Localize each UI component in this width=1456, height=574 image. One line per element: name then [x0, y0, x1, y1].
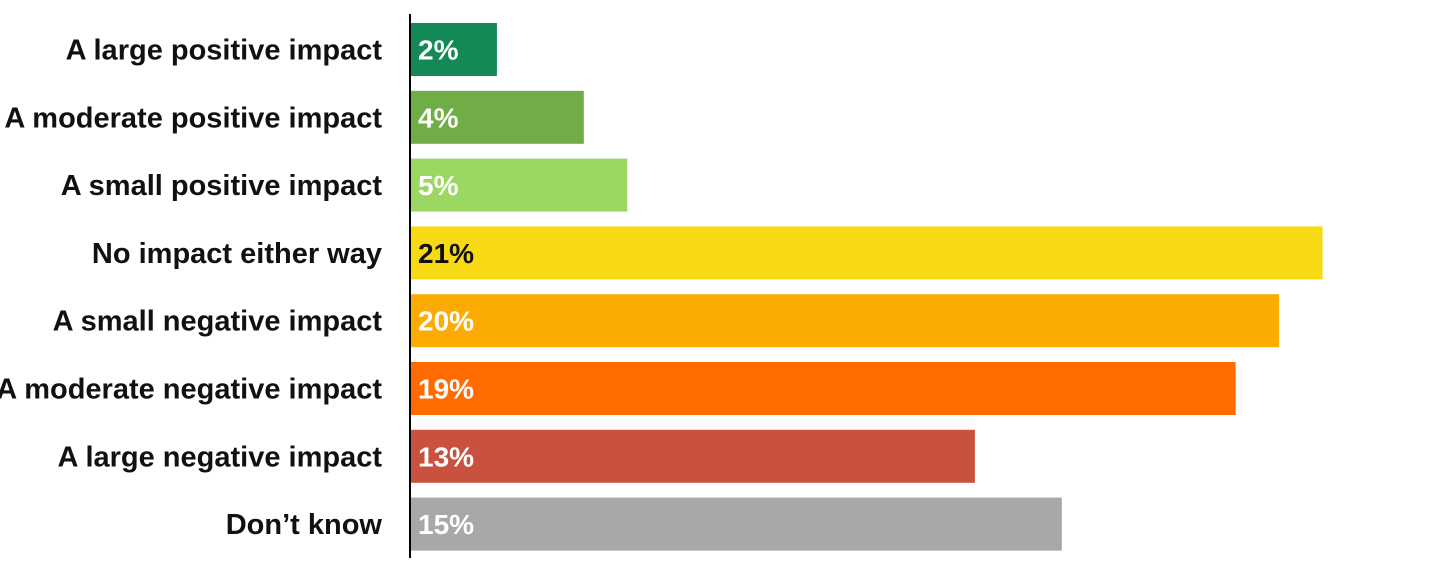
category-label-4: A small negative impact — [53, 306, 383, 338]
data-label-3: 21% — [418, 238, 474, 269]
data-label-6: 13% — [418, 441, 474, 472]
value-labels-group: 2% 4% 5% 21% 20% 19% 13% 15% — [418, 35, 474, 541]
data-label-7: 15% — [418, 509, 474, 540]
bar-3 — [410, 226, 1323, 280]
data-label-2: 5% — [418, 170, 459, 201]
bar-4 — [410, 294, 1280, 348]
bar-1 — [410, 90, 584, 144]
category-label-5: A moderate negative impact — [0, 374, 382, 406]
category-label-3: No impact either way — [92, 238, 382, 270]
bar-2 — [410, 158, 628, 212]
bar-7 — [410, 497, 1062, 551]
category-label-6: A large negative impact — [58, 441, 383, 473]
category-label-1: A moderate positive impact — [4, 102, 382, 134]
category-label-0: A large positive impact — [66, 35, 383, 67]
bar-6 — [410, 429, 975, 483]
data-label-0: 2% — [418, 35, 459, 66]
data-label-4: 20% — [418, 306, 474, 337]
data-label-5: 19% — [418, 374, 474, 405]
category-label-2: A small positive impact — [61, 170, 383, 202]
data-label-1: 4% — [418, 102, 459, 133]
category-label-7: Don’t know — [226, 509, 383, 541]
category-labels-group: A large positive impact A moderate positi… — [0, 35, 382, 542]
bar-0 — [410, 23, 497, 76]
bars-group — [410, 23, 1323, 551]
bar-5 — [410, 362, 1236, 415]
